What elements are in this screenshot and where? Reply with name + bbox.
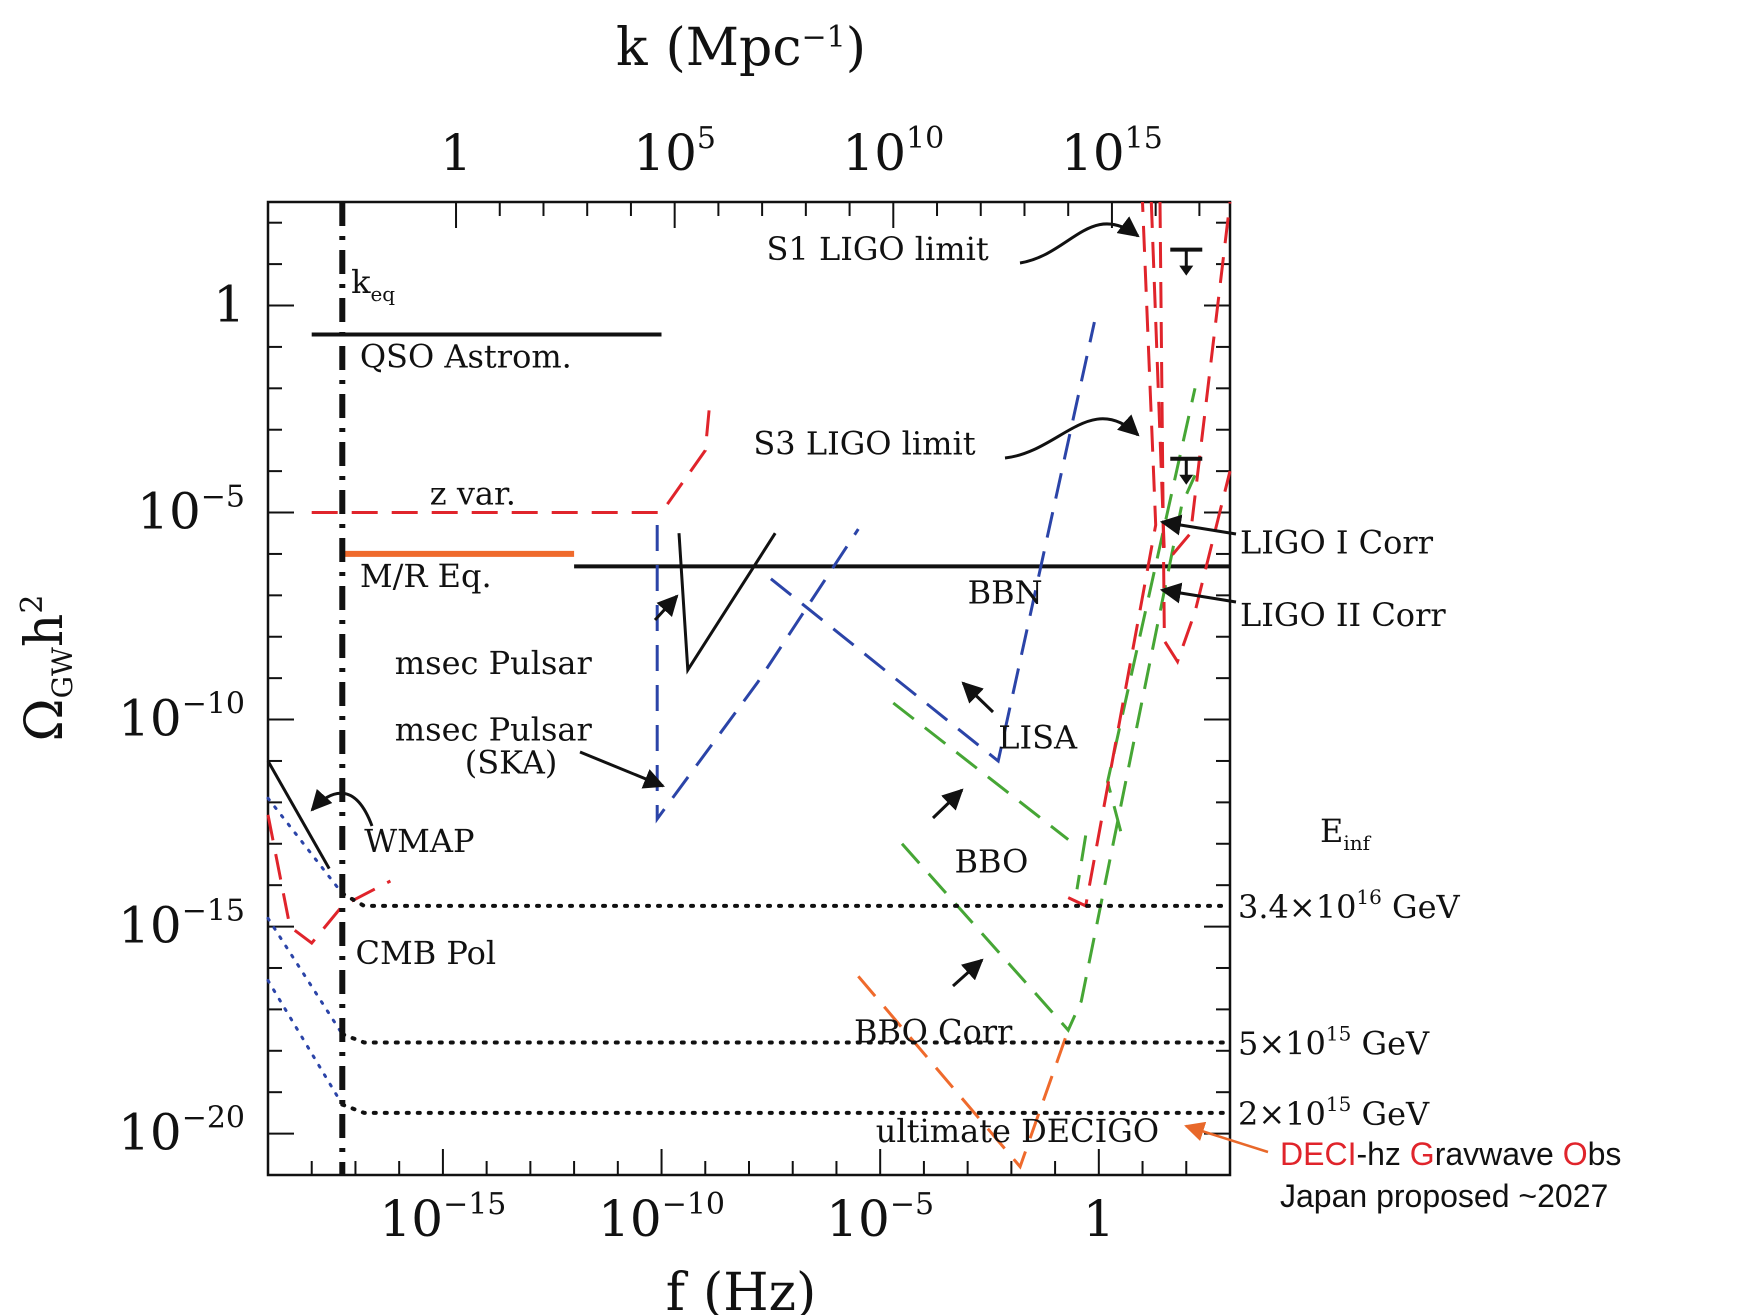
annotation-labels: keq QSO Astrom. z var. M/R Eq. BBN msec Pulsa… (351, 230, 1159, 1150)
annotation-z-var: z var. (430, 474, 516, 512)
x-tick-label: 1 (1083, 1190, 1115, 1248)
lisa-arrow (961, 681, 995, 714)
top-tick-label: 1015 (1061, 121, 1163, 182)
decigo-note-arrow (1184, 1121, 1269, 1154)
series-line-18 (266, 916, 344, 1036)
series-line-9 (1075, 835, 1088, 890)
annotation-qso-astrom: QSO Astrom. (360, 338, 572, 376)
annotation-bbn: BBN (968, 574, 1043, 612)
e-inf-label: Einf (1320, 812, 1372, 855)
annotation-msec-pulsar-ska-2: (SKA) (465, 743, 558, 781)
series-line-8 (900, 474, 1197, 1033)
y-tick-label: 10−10 (118, 687, 245, 748)
plot-area (266, 200, 1232, 1177)
x-tick-label: 10−10 (598, 1187, 725, 1248)
tick-labels: 10−15 10−10 10−5 1 1 105 1010 1015 1 10−5 10−10 10−… (118, 121, 1163, 1248)
ligo-ii-corr: LIGO II Corr (1240, 596, 1446, 634)
bottom-axis-title: f (Hz) (666, 1263, 817, 1315)
series-line-10 (1106, 387, 1197, 832)
annotation-msec-pulsar: msec Pulsar (395, 644, 593, 682)
x-tick-label: 10−15 (379, 1187, 506, 1248)
e-inf-2e15: 2×1015 GeV (1238, 1092, 1430, 1133)
top-axis-title: k (Mpc−1) (616, 18, 866, 78)
s1-ligo-limit-marker-head (1179, 265, 1194, 276)
ligo-i-corr-arrow (1159, 514, 1237, 536)
series-line-7 (892, 701, 1070, 841)
bbo-arrow (931, 788, 964, 820)
msec-pulsar-arrow (653, 594, 679, 622)
annotation-bbo-corr: BBO Corr (854, 1013, 1013, 1051)
y-axis-title: ΩGWh2 (15, 595, 79, 742)
decigo-note-line2: Japan proposed ~2027 (1280, 1178, 1608, 1214)
annotation-msec-pulsar-ska-1: msec Pulsar (395, 710, 593, 748)
series-line-15 (266, 814, 392, 946)
series-line-14 (1158, 201, 1232, 666)
annotation-mr-eq: M/R Eq. (360, 557, 492, 595)
annotation-k-eq: keq (351, 263, 395, 306)
wmap-arrow (310, 788, 374, 827)
series-layer (266, 201, 1232, 1175)
annotation-arrows (310, 216, 1269, 1154)
e-inf-3-4e16: 3.4×1016 GeV (1238, 885, 1461, 926)
annotation-bbo: BBO (955, 843, 1029, 881)
top-tick-label: 105 (633, 121, 716, 182)
y-tick-label: 10−20 (118, 1101, 245, 1162)
bbo-corr-arrow (951, 958, 984, 988)
annotation-lisa: LISA (998, 719, 1078, 757)
s3-ligo-limit-marker-head (1179, 474, 1194, 485)
series-line-12 (1067, 201, 1158, 909)
annotation-s1-ligo-limit: S1 LIGO limit (766, 230, 988, 268)
limit-markers (1170, 247, 1203, 485)
series-line-16 (266, 760, 331, 870)
series-line-6 (769, 321, 1096, 764)
ligo-i-corr: LIGO I Corr (1240, 524, 1434, 562)
series-line-20 (340, 891, 1232, 908)
right-labels: LIGO I Corr LIGO II Corr 3.4×1016 GeV 5×101… (1238, 524, 1461, 1133)
decigo-note-line1: DECI-hz Gravwave Obs (1280, 1136, 1621, 1172)
series-line-3 (311, 404, 712, 514)
series-line-11 (857, 975, 1070, 1170)
y-tick-label: 10−5 (137, 480, 245, 541)
annotation-s3-ligo-limit: S3 LIGO limit (753, 425, 975, 463)
annotation-ultimate-decigo: ultimate DECIGO (876, 1112, 1159, 1150)
top-tick-label: 1 (440, 124, 472, 182)
series-line-21 (340, 1032, 1232, 1045)
msec-pulsar-ska-arrow (579, 750, 665, 789)
series-line-22 (340, 1102, 1232, 1115)
x-tick-label: 10−5 (826, 1187, 934, 1248)
series-line-13 (1149, 201, 1232, 556)
annotation-cmb-pol: CMB Pol (355, 934, 496, 972)
y-tick-label: 10−15 (118, 894, 245, 955)
series-line-4 (677, 532, 777, 675)
s1-ligo-arrow (1019, 216, 1140, 265)
series-line-19 (266, 978, 344, 1107)
axis-ticks (267, 202, 1231, 1175)
annotation-wmap: WMAP (364, 822, 474, 860)
y-tick-label: 1 (213, 276, 245, 334)
ligo-ii-corr-arrow (1159, 582, 1237, 604)
e-inf-5e15: 5×1015 GeV (1238, 1022, 1430, 1063)
chart-labels: k (Mpc−1) f (Hz) ΩGWh2 10−15 10−10 10−5 1 1 105… (15, 18, 1621, 1315)
series-line-5 (655, 525, 860, 824)
s3-ligo-arrow (1004, 414, 1140, 460)
series-line-17 (266, 796, 344, 895)
top-tick-label: 1010 (842, 121, 944, 182)
